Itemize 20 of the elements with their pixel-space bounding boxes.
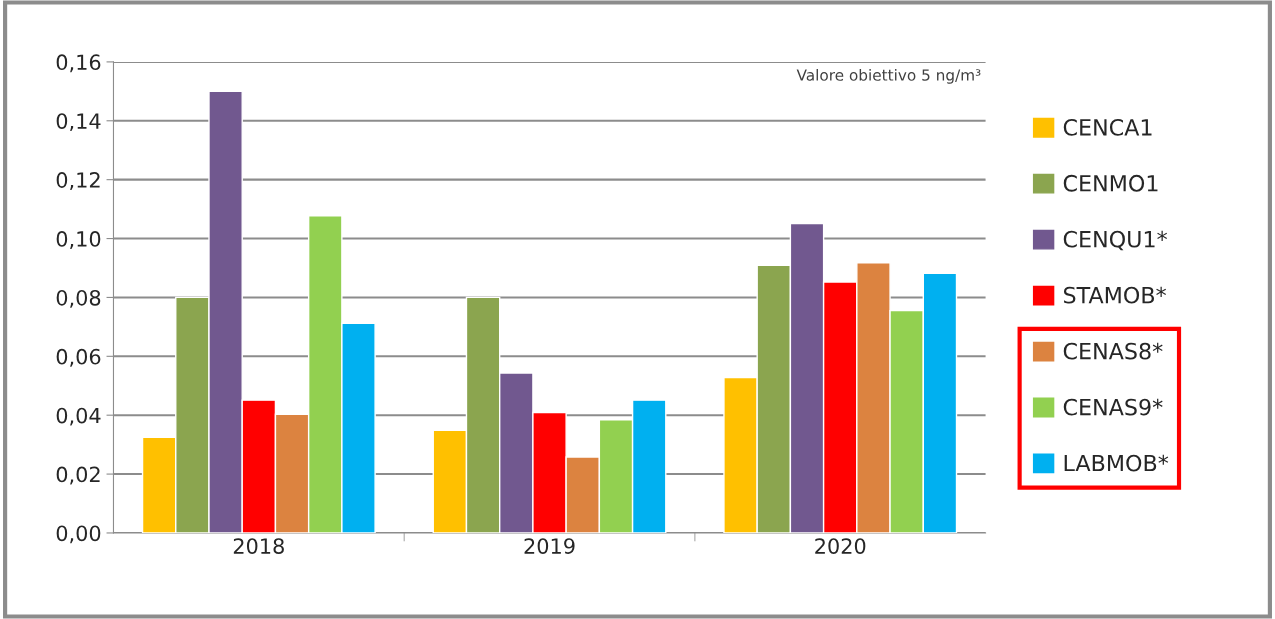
y-tick-label: 0,04	[56, 407, 101, 426]
legend-label: CENAS8*	[1063, 342, 1163, 360]
y-tick-label: 0,02	[56, 466, 100, 485]
x-tick-label: 2018	[233, 538, 284, 554]
y-tick-label: 0,10	[56, 231, 101, 249]
legend-label: CENMO1	[1063, 174, 1158, 192]
legend-label: STAMOB*	[1063, 286, 1167, 304]
x-tick-label: 2020	[815, 538, 866, 554]
legend-label: CENQU1*	[1063, 230, 1168, 251]
x-tick-label: 2019	[524, 538, 575, 554]
y-tick-label: 0,06	[56, 348, 101, 367]
y-tick-label: 0,14	[56, 113, 101, 132]
legend-label: LABMOB*	[1064, 454, 1169, 472]
legend-label: CENAS9*	[1063, 398, 1163, 416]
y-tick-label: 0,12	[56, 172, 100, 190]
y-tick-label: 0,00	[56, 525, 101, 544]
annotation: Valore obiettivo 5 ng/m³	[796, 68, 981, 84]
y-tick-label: 0,08	[56, 289, 101, 308]
legend-label: CENCA1	[1063, 118, 1152, 136]
y-tick-label: 0,16	[56, 54, 101, 73]
